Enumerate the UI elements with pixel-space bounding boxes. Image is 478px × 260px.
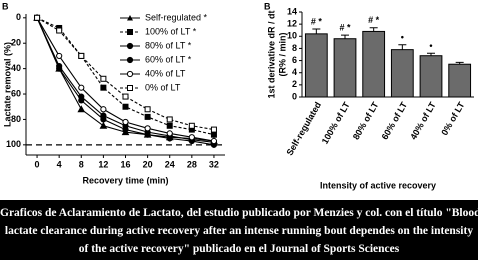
y-tick-label: 8: [292, 43, 297, 53]
x-tick-label: 24: [165, 159, 175, 169]
bar: [362, 30, 386, 98]
error-bar: [312, 28, 321, 34]
x-tick-label: 0% of LT: [439, 100, 466, 137]
marker: [99, 121, 108, 129]
error-bar: [455, 61, 464, 65]
legend-marker: [127, 15, 133, 21]
bar: [448, 63, 472, 98]
marker: [166, 122, 173, 129]
y-axis-label: 1st derivative dR / dt: [266, 10, 276, 98]
annotation: # *: [311, 16, 323, 26]
x-tick-label: 40% of LT: [408, 100, 438, 142]
legend-marker: [127, 29, 133, 35]
legend-marker: [127, 85, 133, 91]
x-tick-label: 32: [209, 159, 219, 169]
error-bar: [427, 52, 435, 56]
y-tick-label: 2: [292, 79, 297, 89]
marker: [56, 27, 63, 34]
x-tick-label: 4: [57, 159, 62, 169]
x-tick-label: 100% of LT: [320, 100, 352, 146]
marker: [122, 118, 129, 126]
annotation: •: [429, 41, 432, 51]
panel-label: B: [264, 1, 271, 11]
x-tick-label: Self-regulated: [284, 100, 323, 157]
x-tick-label: 0: [35, 159, 40, 169]
legend-label: 100% of LT *: [145, 26, 197, 36]
caption-line: of the active recovery" publicado en el …: [78, 243, 400, 255]
marker: [100, 75, 107, 82]
legend-marker: [126, 42, 134, 50]
caption-line: Graficos de Aclaramiento de Lactato, del…: [0, 207, 478, 219]
y-tick-label: 12: [287, 19, 297, 29]
y-axis-label: Lactate removal (%): [2, 42, 12, 127]
bar: [304, 33, 328, 98]
x-tick-label: 12: [98, 159, 108, 169]
marker: [210, 131, 217, 138]
error-bar: [341, 34, 349, 39]
bar: [333, 38, 357, 98]
marker: [188, 134, 195, 141]
legend-label: 40% of LT: [145, 68, 186, 78]
marker: [144, 125, 151, 132]
y-tick-label: 10: [287, 31, 297, 41]
legend-marker: [126, 70, 134, 78]
legend-label: 60% of LT *: [145, 54, 192, 64]
x-tick-label: 20: [143, 159, 153, 169]
marker: [166, 130, 173, 137]
y-tick-label: 0: [16, 12, 21, 22]
error-bar: [369, 27, 378, 32]
y-axis-label: (R% / min): [277, 32, 287, 76]
annotation: # *: [368, 15, 380, 25]
marker: [78, 52, 85, 59]
legend-label: 80% of LT *: [145, 40, 192, 50]
legend-label: 0% of LT: [145, 82, 181, 92]
y-tick-label: 14: [287, 6, 297, 16]
annotation: •: [401, 32, 404, 42]
caption-line: lactate clearance during active recovery…: [4, 225, 474, 237]
marker: [100, 84, 107, 91]
caption: Graficos de Aclaramiento de Lactato, del…: [0, 200, 478, 260]
marker: [100, 106, 107, 113]
marker: [122, 103, 129, 110]
x-tick-label: 80% of LT: [351, 100, 381, 142]
legend-marker: [126, 56, 134, 64]
x-axis-label: Recovery time (min): [82, 175, 168, 185]
y-tick-label: 6: [292, 55, 297, 65]
line: [36, 17, 215, 131]
marker: [210, 137, 218, 145]
bar: [390, 49, 414, 98]
x-tick-label: 8: [79, 159, 84, 169]
marker: [77, 105, 86, 113]
annotation: # *: [339, 22, 351, 32]
marker: [210, 126, 217, 133]
x-tick-label: 28: [187, 159, 197, 169]
panel-label: B: [2, 1, 9, 11]
marker: [56, 62, 63, 70]
y-tick-label: 100: [6, 139, 21, 149]
marker: [144, 113, 151, 120]
legend-label: Self-regulated *: [145, 12, 208, 22]
marker: [122, 93, 129, 100]
error-bar: [398, 44, 407, 50]
marker: [56, 52, 63, 60]
marker: [34, 14, 41, 21]
y-tick-label: 4: [292, 67, 297, 77]
x-tick-label: 60% of LT: [380, 100, 410, 142]
x-axis-label: Intensity of active recovery: [320, 180, 436, 190]
bar: [419, 55, 443, 98]
y-tick-label: 0: [292, 91, 297, 101]
y-tick-label: 60: [11, 88, 21, 98]
y-tick-label: 20: [11, 38, 21, 48]
marker: [166, 116, 173, 123]
marker: [100, 112, 107, 119]
marker: [188, 122, 195, 129]
marker: [144, 106, 151, 113]
y-tick-label: 80: [11, 114, 21, 124]
x-tick-label: 16: [120, 159, 130, 169]
marker: [78, 93, 85, 100]
marker: [78, 84, 85, 91]
y-tick-label: 40: [11, 63, 21, 73]
